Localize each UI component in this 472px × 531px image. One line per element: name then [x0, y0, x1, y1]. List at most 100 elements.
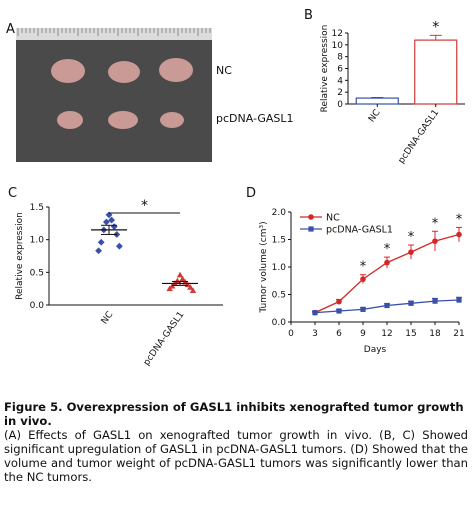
pcdna-tumors — [57, 111, 184, 129]
chart-b-y-tick-label: 0 — [337, 100, 343, 110]
chart-c-significance: * — [141, 198, 148, 214]
chart-d-series-line — [314, 299, 460, 314]
chart-b-x-tick-label: pcDNA-GASL1 — [397, 108, 442, 166]
chart-b-bar — [355, 97, 399, 105]
chart-d-y-label: Tumor volume (cm³) — [259, 221, 269, 313]
pcdna-tumor-1 — [57, 111, 83, 129]
chart-c-point — [169, 282, 176, 289]
chart-d-point — [456, 231, 462, 238]
chart-d-point — [384, 259, 390, 266]
chart-d-point — [384, 302, 390, 309]
chart-b-y-tick-label: 6 — [337, 65, 343, 75]
chart-c-point — [176, 271, 184, 278]
tumor-photograph — [16, 28, 212, 162]
chart-c-point — [179, 275, 186, 282]
chart-d-y-tick-label: 1.0 — [272, 263, 287, 273]
chart-d-series-line — [314, 233, 460, 314]
chart-d-x-tick-label: 15 — [405, 329, 416, 339]
chart-d-significance: * — [432, 216, 439, 231]
chart-c-point — [171, 280, 178, 286]
chart-c-point — [100, 226, 108, 234]
chart-c-y-tick-label: 0.0 — [30, 301, 45, 311]
nc-tumor-1 — [51, 59, 85, 83]
chart-d-y-tick-label: 2.0 — [272, 208, 287, 218]
panel-letter-b: B — [304, 8, 313, 23]
chart-d-x-tick-label: 12 — [381, 329, 392, 339]
chart-d-legend-marker — [308, 214, 314, 220]
chart-d-legend-label: pcDNA-GASL1 — [326, 225, 393, 236]
chart-b-y-tick-label: 4 — [337, 76, 343, 86]
ruler — [16, 28, 212, 40]
chart-b-significance: * — [432, 19, 439, 35]
photo-label-nc: NC — [216, 64, 232, 77]
chart-b-y-tick-label: 2 — [337, 88, 343, 98]
chart-d-point — [408, 249, 414, 255]
chart-c-point — [166, 285, 173, 292]
chart-d-point — [360, 306, 366, 312]
chart-d-y-tick-label: 0.0 — [272, 318, 287, 328]
chart-c-point — [174, 277, 181, 284]
nc-tumor-3 — [159, 58, 193, 82]
chart-c-point — [116, 242, 123, 250]
nc-tumor-2 — [108, 61, 140, 83]
chart-c-y-tick-label: 0.5 — [30, 268, 44, 278]
figure-caption: Figure 5. Overexpression of GASL1 inhibi… — [4, 400, 468, 484]
chart-d-significance: * — [456, 212, 463, 227]
chart-b-y-tick-label: 8 — [337, 53, 343, 63]
chart-c-point — [97, 238, 105, 246]
chart-d-y-tick-label: 0.5 — [272, 291, 286, 301]
chart-c-x-tick-label: NC — [100, 310, 116, 326]
pcdna-tumor-2 — [108, 111, 138, 129]
chart-d-point — [312, 309, 318, 316]
chart-c-point — [184, 281, 191, 288]
chart-d-x-tick-label: 6 — [336, 329, 342, 339]
chart-d-x-tick-label: 3 — [312, 329, 318, 339]
chart-c-point — [182, 278, 189, 285]
chart-b-x-tick-label: NC — [367, 108, 383, 124]
panel-letter-c: C — [8, 186, 18, 201]
chart-c-y-label: Relative expression — [15, 212, 25, 300]
chart-d-significance: * — [408, 230, 415, 245]
photo-label-pcdna: pcDNA-GASL1 — [216, 112, 294, 125]
chart-c-point — [110, 223, 118, 230]
photo-background — [16, 28, 212, 162]
chart-d-x-tick-label: 21 — [453, 329, 464, 339]
chart-c-point — [105, 211, 113, 219]
chart-c-point — [189, 287, 197, 294]
chart-d-x-tick-label: 0 — [288, 329, 294, 339]
chart-b-y-label: Relative expression — [320, 25, 330, 113]
chart-d-group: 0.0 0.5 1.0 1.5 2.0 0 3 6 9 12 15 18 21 Days Tumor vol… — [259, 208, 465, 355]
chart-d-x-tick-label: 18 — [429, 329, 441, 339]
chart-c-group: 0.0 0.5 1.0 1.5 Relative expression NC pcDNA-G… — [15, 198, 223, 368]
chart-d-significance: * — [384, 242, 391, 257]
chart-c-x-tick-label: pcDNA-GASL1 — [142, 310, 187, 368]
chart-d-point — [312, 310, 318, 316]
chart-b-y-tick-label: 10 — [332, 41, 344, 51]
chart-c-point — [187, 284, 194, 290]
nc-tumors — [51, 58, 193, 83]
chart-d-legend-marker — [308, 226, 314, 232]
chart-d-y-tick-label: 1.5 — [272, 236, 286, 246]
pcdna-tumor-3 — [160, 112, 184, 128]
chart-d-point — [432, 298, 438, 304]
chart-d-point — [360, 276, 366, 282]
panel-letter-d: D — [246, 186, 257, 201]
chart-c-point — [108, 216, 115, 224]
chart-d-point — [336, 308, 342, 314]
chart-d-x-tick-label: 9 — [360, 329, 366, 339]
chart-c-point — [113, 231, 121, 238]
chart-d-x-label: Days — [364, 345, 387, 355]
caption-title: Figure 5. Overexpression of GASL1 inhibi… — [4, 400, 464, 428]
chart-d-point — [432, 238, 438, 244]
chart-d-significance: * — [360, 260, 367, 275]
chart-c-point — [95, 247, 102, 255]
chart-c-y-tick-label: 1.5 — [30, 203, 44, 213]
chart-b-y-tick-label: 12 — [332, 29, 343, 39]
chart-d-point — [456, 297, 462, 303]
chart-d-legend-label: NC — [326, 213, 340, 224]
chart-b-bar — [414, 39, 458, 105]
caption-body: (A) Effects of GASL1 on xenografted tumo… — [4, 428, 468, 484]
chart-c-y-tick-label: 1.0 — [30, 236, 45, 246]
chart-c-point — [103, 218, 110, 226]
